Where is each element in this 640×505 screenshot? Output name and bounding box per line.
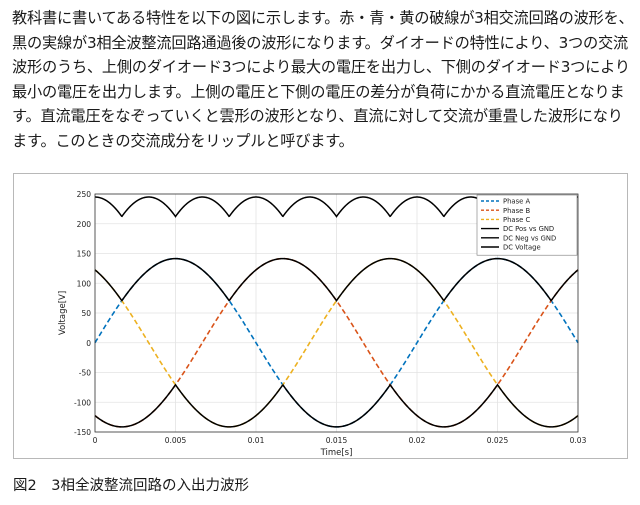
y-tick-label: -150	[74, 428, 91, 437]
legend-entry-label: DC Pos vs GND	[503, 225, 554, 233]
x-tick-label: 0	[93, 436, 98, 445]
y-tick-label: -50	[79, 369, 91, 378]
legend-entry-label: DC Neg vs GND	[503, 234, 556, 242]
tick-labels: -150 -100 -50 0 50 100 150 200 250 0 0.005 0.01 0.01…	[74, 190, 587, 445]
y-tick-label: 50	[81, 309, 91, 318]
y-tick-label: 200	[77, 220, 92, 229]
plot-area-border	[94, 193, 579, 433]
series-dc-pos-vs-gnd-line	[94, 257, 579, 302]
legend-entry-label: Phase C	[503, 216, 530, 224]
legend-entry-label: Phase A	[503, 198, 530, 206]
paragraph-line: 波形のうち、上側のダイオード3つにより最大の電圧を出力し、下側のダイオード3つに…	[12, 58, 630, 77]
y-axis-label: Voltage[V]	[58, 291, 68, 335]
x-axis-label: Time[s]	[320, 448, 353, 458]
grid	[94, 193, 579, 433]
paragraph-line: ます。このときの交流成分をリップルと呼びます。	[12, 131, 354, 150]
y-tick-label: -100	[74, 398, 91, 407]
body-paragraph: 教科書に書いてある特性を以下の図に示します。赤・青・黄の破線が3相交流回路の波形…	[12, 6, 634, 154]
x-tick-label: 0.005	[165, 436, 187, 445]
paragraph-line: 教科書に書いてある特性を以下の図に示します。赤・青・黄の破線が3相交流回路の波形…	[12, 9, 634, 27]
x-tick-label: 0.01	[248, 436, 265, 445]
figure-caption: 図2 3相全波整流回路の入出力波形	[13, 478, 249, 494]
waveform-chart: -150 -100 -50 0 50 100 150 200 250 0 0.005 0.01 0.01…	[58, 190, 587, 458]
x-tick-label: 0.025	[487, 436, 509, 445]
legend-box	[476, 194, 578, 256]
x-tick-label: 0.02	[409, 436, 426, 445]
paragraph-line: 最小の電圧を出力します。上側の電圧と下側の電圧の差分が負荷にかかる直流電圧となり…	[12, 82, 625, 101]
y-tick-label: 0	[86, 339, 91, 348]
paragraph-line: 黒の実線が3相全波整流回路通過後の波形になります。ダイオードの特性により、3つの…	[12, 33, 628, 52]
y-tick-label: 100	[77, 279, 92, 288]
x-tick-label: 0.03	[570, 436, 587, 445]
y-tick-label: 250	[77, 190, 92, 199]
legend-entry-label: DC Voltage	[503, 244, 541, 252]
legend-entry-label: Phase B	[503, 207, 530, 215]
figure-frame: -150 -100 -50 0 50 100 150 200 250 0 0.005 0.01 0.01…	[13, 173, 628, 459]
series-dc-neg-vs-gnd-line	[94, 383, 579, 428]
paragraph-line: す。直流電圧をなぞっていくと雲形の波形となり、直流に対して交流が重畳した波形にな…	[12, 107, 623, 126]
y-tick-label: 150	[77, 250, 92, 259]
x-tick-label: 0.015	[326, 436, 348, 445]
